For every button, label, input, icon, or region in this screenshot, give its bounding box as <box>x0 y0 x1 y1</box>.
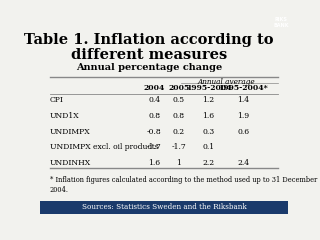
Text: 0.1: 0.1 <box>203 143 215 151</box>
Text: 1.6: 1.6 <box>148 159 160 167</box>
Text: UNDINHX: UNDINHX <box>50 159 91 167</box>
FancyBboxPatch shape <box>40 201 288 214</box>
Text: RIKS
BANK: RIKS BANK <box>273 17 289 28</box>
Text: 1.2: 1.2 <box>203 96 215 104</box>
Text: UNDIMPX: UNDIMPX <box>50 128 91 136</box>
Text: * Inflation figures calculated according to the method used up to 31 December
20: * Inflation figures calculated according… <box>50 176 317 194</box>
Text: 0.8: 0.8 <box>173 112 185 120</box>
Text: 1.9: 1.9 <box>237 112 249 120</box>
Text: 1.6: 1.6 <box>203 112 215 120</box>
Text: 0.2: 0.2 <box>173 128 185 136</box>
Text: 0.6: 0.6 <box>237 128 249 136</box>
Text: 1.4: 1.4 <box>237 96 249 104</box>
Text: 2.4: 2.4 <box>237 159 249 167</box>
Text: 1995-2004: 1995-2004 <box>186 84 231 92</box>
Text: 0.5: 0.5 <box>173 96 185 104</box>
Text: Table 1. Inflation according to: Table 1. Inflation according to <box>24 33 274 48</box>
Text: CPI: CPI <box>50 96 64 104</box>
Text: 1: 1 <box>176 159 181 167</box>
Text: 2005: 2005 <box>168 84 189 92</box>
Text: 1995-2004*: 1995-2004* <box>219 84 268 92</box>
Text: -1.7: -1.7 <box>172 143 186 151</box>
Text: 0.8: 0.8 <box>148 112 160 120</box>
Text: UND1X: UND1X <box>50 112 80 120</box>
Text: -0.8: -0.8 <box>147 128 162 136</box>
Text: Annual average: Annual average <box>197 78 255 86</box>
Text: 2.2: 2.2 <box>203 159 215 167</box>
Text: different measures: different measures <box>71 48 227 62</box>
Text: UNDIMPX excl. oil products: UNDIMPX excl. oil products <box>50 143 158 151</box>
Text: -1.7: -1.7 <box>147 143 162 151</box>
Text: 0.3: 0.3 <box>203 128 215 136</box>
Text: 2004: 2004 <box>143 84 165 92</box>
Text: 0.4: 0.4 <box>148 96 160 104</box>
Text: Annual percentage change: Annual percentage change <box>76 63 222 72</box>
Text: Sources: Statistics Sweden and the Riksbank: Sources: Statistics Sweden and the Riksb… <box>82 203 246 211</box>
